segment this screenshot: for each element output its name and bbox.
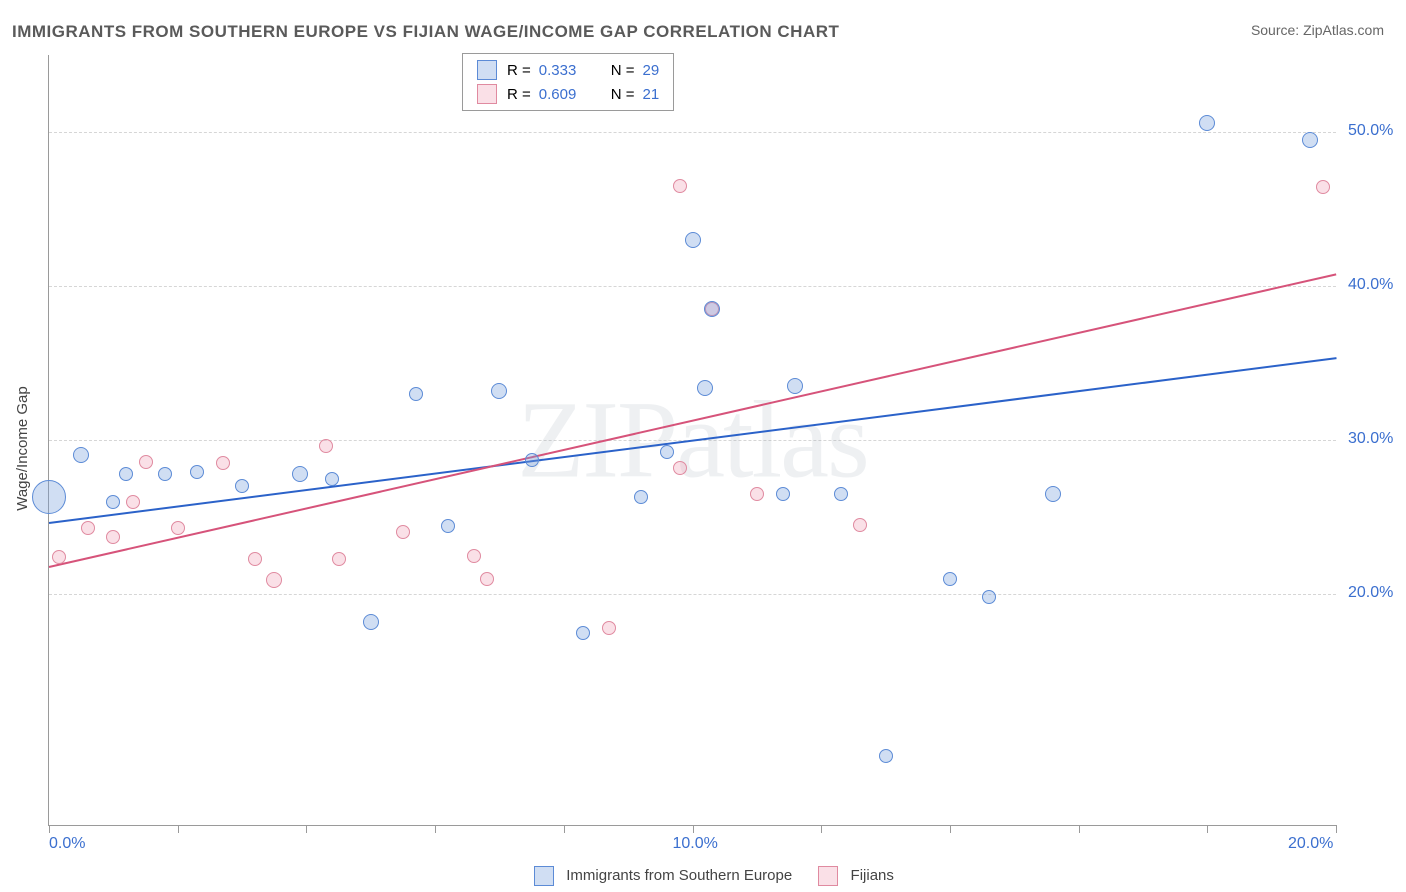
scatter-point-blue [634,490,648,504]
scatter-point-pink [673,461,687,475]
n-value-blue: 29 [643,62,660,79]
x-tick [178,825,179,833]
scatter-point-blue [1045,486,1061,502]
x-tick [693,825,694,833]
x-tick [950,825,951,833]
n-label: N = [611,86,635,103]
scatter-point-blue [660,445,674,459]
scatter-point-pink [171,521,185,535]
scatter-point-pink [139,455,153,469]
scatter-point-pink [319,439,333,453]
scatter-point-blue [834,487,848,501]
scatter-point-pink [396,525,410,539]
x-tick-label: 10.0% [673,835,718,853]
x-tick-label: 0.0% [49,835,85,853]
x-tick [1079,825,1080,833]
scatter-point-blue [685,232,701,248]
scatter-point-blue [119,467,133,481]
scatter-point-blue [776,487,790,501]
scatter-point-blue [158,467,172,481]
scatter-point-blue [1199,115,1215,131]
chart-title: IMMIGRANTS FROM SOUTHERN EUROPE VS FIJIA… [12,22,839,42]
x-tick [1336,825,1337,833]
scatter-point-blue [787,378,803,394]
x-tick [1207,825,1208,833]
swatch-blue [534,866,554,886]
r-value-pink: 0.609 [539,86,599,103]
swatch-pink [818,866,838,886]
y-tick-label: 50.0% [1348,122,1393,140]
stats-legend: R = 0.333 N = 29 R = 0.609 N = 21 [462,53,674,111]
scatter-point-blue [106,495,120,509]
x-tick [564,825,565,833]
scatter-point-blue [697,380,713,396]
scatter-point-blue [409,387,423,401]
x-tick-label: 20.0% [1288,835,1333,853]
scatter-point-pink [467,549,481,563]
gridline [49,594,1336,595]
scatter-point-pink [216,456,230,470]
scatter-point-pink [106,530,120,544]
plot-area: ZIPatlas 20.0%30.0%40.0%50.0%0.0%10.0%20… [48,55,1336,826]
scatter-point-blue [292,466,308,482]
scatter-point-pink [480,572,494,586]
scatter-point-pink [602,621,616,635]
n-label: N = [611,62,635,79]
scatter-point-blue [32,480,66,514]
trend-line [49,274,1336,569]
x-tick [435,825,436,833]
scatter-point-pink [332,552,346,566]
x-tick [49,825,50,833]
source-label: Source: ZipAtlas.com [1251,22,1384,38]
scatter-point-pink [81,521,95,535]
x-tick [306,825,307,833]
n-value-pink: 21 [643,86,660,103]
gridline [49,132,1336,133]
stats-legend-row-pink: R = 0.609 N = 21 [463,82,673,106]
scatter-point-pink [673,179,687,193]
y-tick-label: 40.0% [1348,276,1393,294]
series-label-blue: Immigrants from Southern Europe [566,867,792,884]
scatter-point-blue [491,383,507,399]
y-axis-label: Wage/Income Gap [14,386,31,511]
scatter-point-blue [879,749,893,763]
gridline [49,286,1336,287]
stats-legend-row-blue: R = 0.333 N = 29 [463,58,673,82]
series-label-pink: Fijians [851,867,894,884]
r-label: R = [507,86,531,103]
r-label: R = [507,62,531,79]
scatter-point-pink [266,572,282,588]
y-tick-label: 30.0% [1348,430,1393,448]
scatter-point-pink [248,552,262,566]
scatter-point-pink [52,550,66,564]
scatter-point-pink [750,487,764,501]
scatter-point-blue [73,447,89,463]
scatter-point-blue [1302,132,1318,148]
x-tick [821,825,822,833]
scatter-point-blue [325,472,339,486]
scatter-point-blue [235,479,249,493]
series-legend: Immigrants from Southern Europe Fijians [0,866,1406,886]
scatter-point-blue [441,519,455,533]
scatter-point-blue [525,453,539,467]
scatter-point-pink [853,518,867,532]
swatch-blue [477,60,497,80]
scatter-point-blue [576,626,590,640]
scatter-point-pink [1316,180,1330,194]
swatch-pink [477,84,497,104]
scatter-point-blue [190,465,204,479]
y-tick-label: 20.0% [1348,584,1393,602]
scatter-point-blue [363,614,379,630]
scatter-point-blue [704,301,720,317]
scatter-point-blue [982,590,996,604]
scatter-point-blue [943,572,957,586]
scatter-point-pink [126,495,140,509]
r-value-blue: 0.333 [539,62,599,79]
